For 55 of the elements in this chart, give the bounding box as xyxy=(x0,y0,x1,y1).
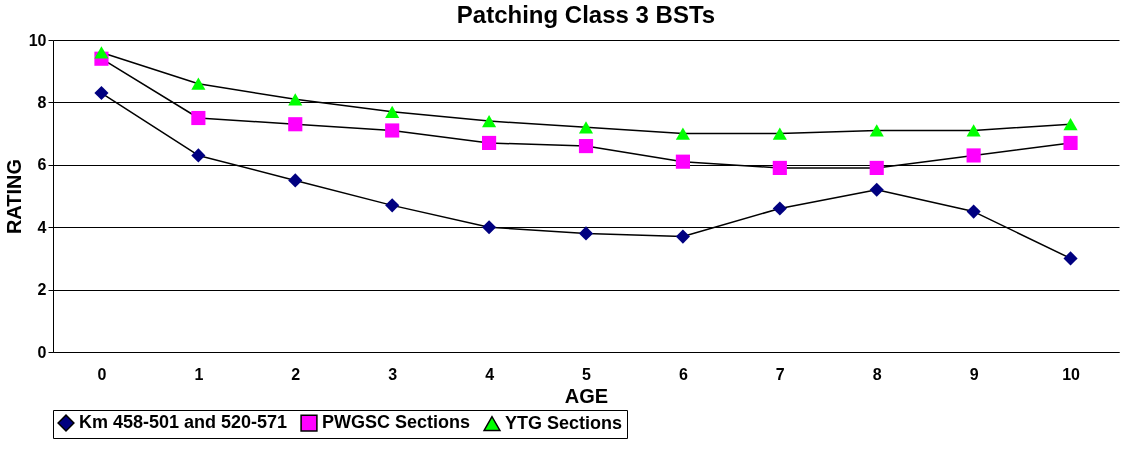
point xyxy=(482,220,497,235)
point xyxy=(94,46,109,59)
x-tick-label: 7 xyxy=(775,365,785,383)
point xyxy=(966,204,981,219)
point xyxy=(1063,251,1078,266)
point xyxy=(191,148,206,163)
legend-label: PWGSC Sections xyxy=(322,412,471,433)
point xyxy=(772,201,787,216)
point xyxy=(772,160,787,175)
point xyxy=(1063,135,1078,151)
x-tick-label: 8 xyxy=(872,365,882,383)
point xyxy=(385,105,400,118)
point xyxy=(578,226,594,241)
point xyxy=(482,115,497,128)
point xyxy=(772,127,787,140)
x-tick-label: 2 xyxy=(291,365,301,383)
x-tick-label: 0 xyxy=(97,365,107,383)
x-tick-label: 6 xyxy=(678,365,688,383)
point xyxy=(869,124,884,137)
x-tick-label: 3 xyxy=(388,365,398,383)
point xyxy=(675,154,690,169)
x-tick-label: 9 xyxy=(969,365,979,383)
legend-label: YTG Sections xyxy=(505,412,623,433)
point xyxy=(385,123,400,138)
x-tick-label: 10 xyxy=(1062,365,1081,383)
point xyxy=(578,139,594,154)
point xyxy=(675,229,690,244)
point xyxy=(288,173,303,188)
y-tick-label: 4 xyxy=(37,218,47,236)
point xyxy=(578,121,594,134)
x-tick-label: 5 xyxy=(582,365,592,383)
y-tick-label: 8 xyxy=(37,93,47,111)
point xyxy=(869,160,884,175)
chart-title: Patching Class 3 BSTs xyxy=(456,1,716,28)
point xyxy=(869,182,884,197)
x-axis-title: AGE xyxy=(564,384,609,407)
y-tick-label: 0 xyxy=(37,343,47,361)
x-tick-label: 1 xyxy=(194,365,204,383)
point xyxy=(1063,118,1078,131)
point xyxy=(288,93,303,106)
point xyxy=(288,117,303,132)
point xyxy=(675,127,690,140)
y-tick-label: 2 xyxy=(37,281,47,299)
point xyxy=(191,110,206,126)
point xyxy=(966,148,981,163)
point xyxy=(482,135,497,151)
y-axis-title: RATING xyxy=(2,158,25,235)
legend-label: Km 458-501 and 520-571 xyxy=(79,412,288,433)
point xyxy=(385,198,400,213)
x-tick-label: 4 xyxy=(485,365,495,383)
point xyxy=(966,124,981,137)
point xyxy=(94,85,109,101)
y-tick-label: 6 xyxy=(37,156,47,174)
point xyxy=(191,77,206,90)
y-tick-label: 10 xyxy=(28,31,47,49)
